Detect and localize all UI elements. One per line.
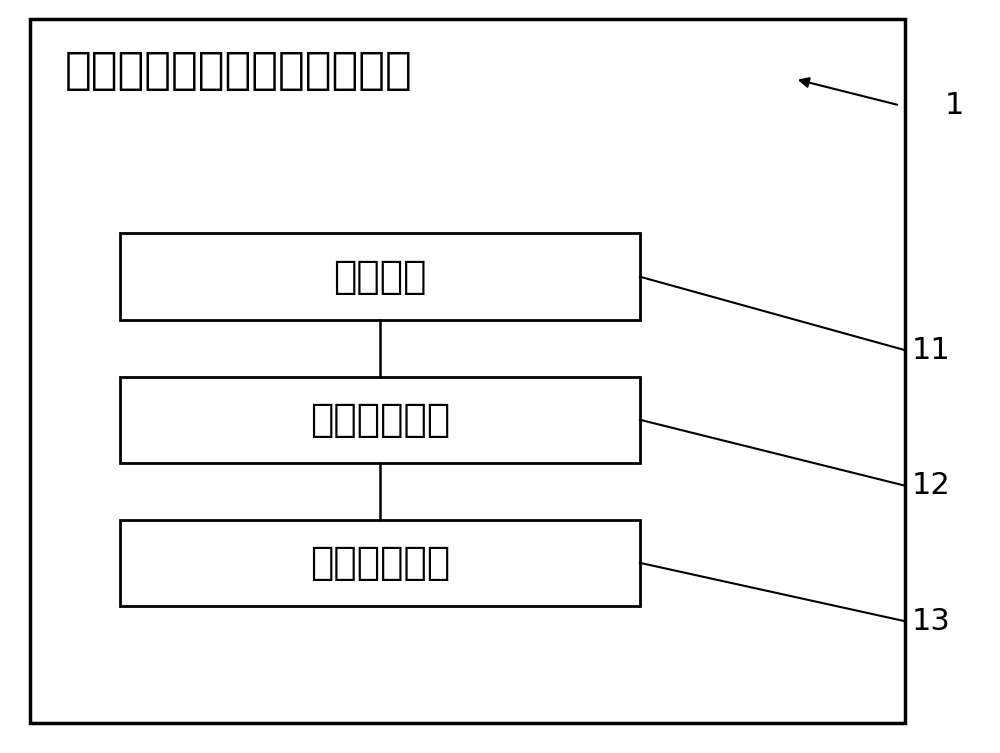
Text: 视网膜病变评估模型建立系统: 视网膜病变评估模型建立系统	[65, 49, 413, 92]
Bar	[120, 520, 640, 606]
Text: 存储单元: 存储单元	[333, 258, 427, 296]
Text: 13: 13	[912, 607, 951, 636]
Text: 图像校正单元: 图像校正单元	[310, 401, 450, 439]
Text: 12: 12	[912, 471, 951, 500]
Bar	[30, 19, 905, 723]
Text: 11: 11	[912, 336, 951, 364]
Text: 1: 1	[945, 91, 964, 120]
Bar	[120, 376, 640, 463]
Bar	[120, 233, 640, 320]
Text: 模型建立单元: 模型建立单元	[310, 544, 450, 582]
